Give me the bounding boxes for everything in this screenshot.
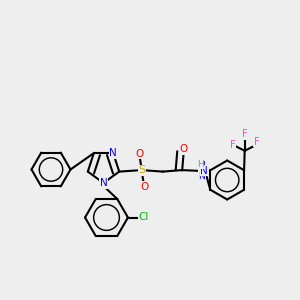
Text: F: F xyxy=(254,137,260,147)
Text: F: F xyxy=(230,140,236,150)
Text: H: H xyxy=(197,160,204,169)
Text: S: S xyxy=(138,165,145,175)
Text: N: N xyxy=(109,148,117,158)
Text: N: N xyxy=(100,178,107,188)
Text: O: O xyxy=(140,182,148,192)
Text: Cl: Cl xyxy=(138,212,149,223)
Text: H
N: H N xyxy=(198,161,205,181)
Text: O: O xyxy=(180,144,188,154)
Text: O: O xyxy=(135,148,143,159)
Text: N: N xyxy=(200,166,208,176)
Text: F: F xyxy=(242,129,247,139)
